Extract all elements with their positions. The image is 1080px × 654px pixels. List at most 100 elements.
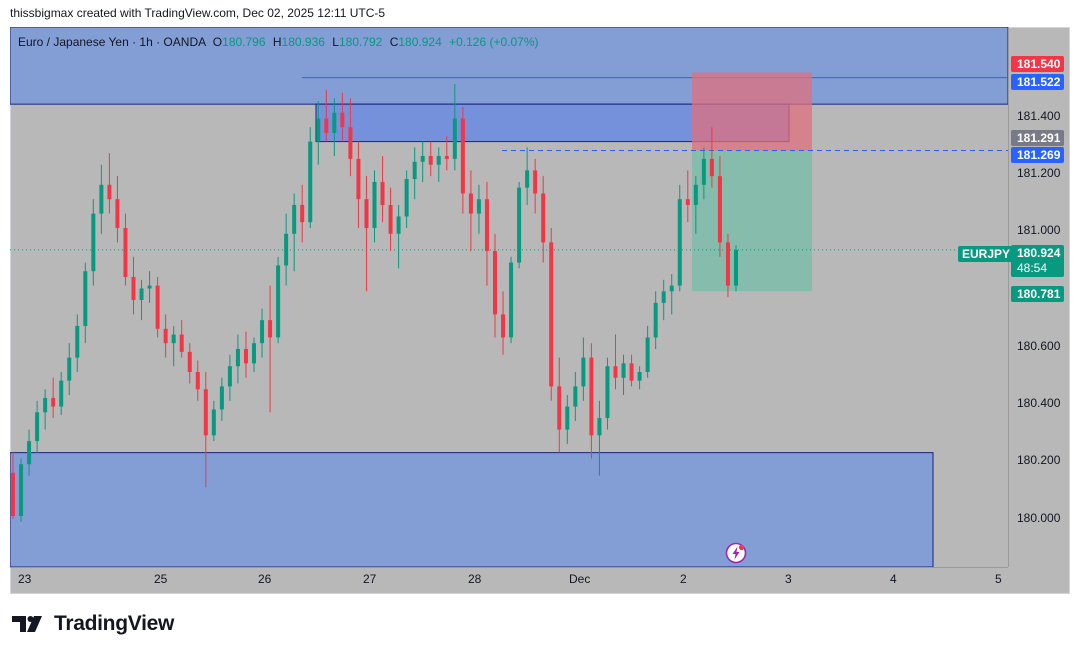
candle-body bbox=[243, 348, 248, 364]
time-label: Dec bbox=[569, 572, 591, 586]
price-tick: 181.000 bbox=[1017, 223, 1061, 237]
last-price-value: 180.924 bbox=[1017, 246, 1061, 260]
time-label: 5 bbox=[995, 572, 1002, 586]
resistance-price-badge: 181.522 bbox=[1011, 74, 1064, 90]
candle-body bbox=[629, 363, 634, 381]
candle-body bbox=[493, 251, 497, 315]
candle-body bbox=[284, 233, 289, 266]
candle-body bbox=[717, 176, 722, 243]
candle-body bbox=[396, 216, 401, 234]
candle-body bbox=[276, 265, 281, 338]
time-axis[interactable] bbox=[10, 567, 1008, 593]
candle-body bbox=[316, 118, 321, 142]
candle-body bbox=[19, 464, 24, 516]
symbol-name[interactable]: Euro / Japanese Yen · 1h · OANDA bbox=[18, 35, 206, 49]
tradingview-logo[interactable]: TradingView bbox=[12, 612, 174, 636]
symbol-ticker-tag: EURJPY bbox=[958, 246, 1015, 262]
time-label: 4 bbox=[890, 572, 897, 586]
price-scale[interactable] bbox=[1008, 27, 1070, 567]
candle-body bbox=[565, 406, 570, 430]
candle-body bbox=[123, 228, 128, 277]
brand-name: TradingView bbox=[54, 612, 175, 635]
candle-body bbox=[35, 412, 40, 442]
candle-body bbox=[573, 386, 578, 407]
candle-body bbox=[292, 204, 297, 234]
candle-body bbox=[300, 204, 305, 223]
candle-body bbox=[468, 193, 473, 214]
last-price-badge: 180.924 48:54 bbox=[1011, 245, 1064, 277]
candle-body bbox=[91, 213, 96, 272]
upper-range-zone bbox=[10, 27, 1008, 105]
candle-body bbox=[348, 127, 353, 159]
candle-body bbox=[581, 357, 586, 387]
candle-body bbox=[83, 271, 88, 326]
candle-body bbox=[669, 285, 674, 292]
candle-body bbox=[252, 343, 256, 364]
price-tick: 180.600 bbox=[1017, 339, 1061, 353]
candle-body bbox=[227, 366, 232, 387]
candle-body bbox=[27, 441, 32, 465]
time-label: 26 bbox=[258, 572, 272, 586]
chart-attribution: thissbigmax created with TradingView.com… bbox=[10, 6, 386, 20]
price-tick: 180.400 bbox=[1017, 396, 1061, 410]
price-tick: 181.400 bbox=[1017, 109, 1061, 123]
candle-body bbox=[613, 366, 618, 378]
candle-body bbox=[637, 372, 642, 381]
candle-body bbox=[131, 276, 136, 300]
candle-body bbox=[388, 204, 393, 234]
candle-body bbox=[653, 302, 658, 338]
candle-body bbox=[235, 348, 240, 367]
candle-body bbox=[661, 291, 666, 303]
target-price-badge: 180.781 bbox=[1011, 286, 1064, 302]
candle-body bbox=[412, 161, 417, 180]
price-chart[interactable] bbox=[10, 27, 1008, 567]
symbol-header[interactable]: Euro / Japanese Yen · 1h · OANDA O180.79… bbox=[18, 35, 539, 49]
open-value: 180.796 bbox=[222, 35, 266, 49]
low-label: L bbox=[332, 35, 339, 49]
candle-body bbox=[356, 158, 361, 200]
candle-body bbox=[139, 288, 144, 300]
candle-body bbox=[332, 112, 337, 133]
candle-body bbox=[541, 193, 546, 243]
candle-body bbox=[645, 337, 650, 372]
candle-body bbox=[701, 158, 706, 185]
candle-body bbox=[75, 325, 80, 358]
stop-loss-area bbox=[692, 72, 812, 151]
candle-body bbox=[59, 380, 64, 407]
demand-zone bbox=[10, 452, 934, 567]
candle-body bbox=[268, 320, 273, 338]
time-label: 27 bbox=[363, 572, 377, 586]
lightning-alert-icon[interactable] bbox=[725, 542, 747, 564]
candle-body bbox=[171, 334, 176, 344]
candle-body bbox=[501, 314, 506, 338]
candle-body bbox=[517, 187, 522, 263]
candle-body bbox=[163, 328, 168, 344]
candle-body bbox=[709, 158, 714, 177]
time-label: 3 bbox=[785, 572, 792, 586]
candle-body bbox=[428, 156, 433, 165]
candle-body bbox=[211, 409, 216, 436]
close-value: 180.924 bbox=[398, 35, 442, 49]
bar-countdown: 48:54 bbox=[1017, 261, 1048, 275]
candle-body bbox=[364, 199, 369, 228]
candle-body bbox=[179, 334, 184, 352]
candle-body bbox=[557, 386, 562, 430]
price-tick: 180.000 bbox=[1017, 511, 1061, 525]
candle-body bbox=[436, 156, 441, 165]
candle-body bbox=[589, 357, 594, 436]
candle-body bbox=[155, 285, 160, 329]
candle-body bbox=[621, 363, 626, 378]
price-tick: 181.200 bbox=[1017, 166, 1061, 180]
candle-body bbox=[187, 351, 192, 372]
candle-body bbox=[693, 184, 698, 205]
candle-body bbox=[99, 184, 104, 214]
candle-body bbox=[525, 170, 530, 188]
candle-body bbox=[444, 156, 449, 159]
time-label: 2 bbox=[680, 572, 687, 586]
candle-body bbox=[324, 118, 329, 133]
candle-body bbox=[685, 199, 690, 205]
candle-body bbox=[734, 249, 738, 286]
candle-body bbox=[260, 320, 265, 344]
candle-body bbox=[677, 199, 682, 286]
low-value: 180.792 bbox=[338, 35, 383, 49]
